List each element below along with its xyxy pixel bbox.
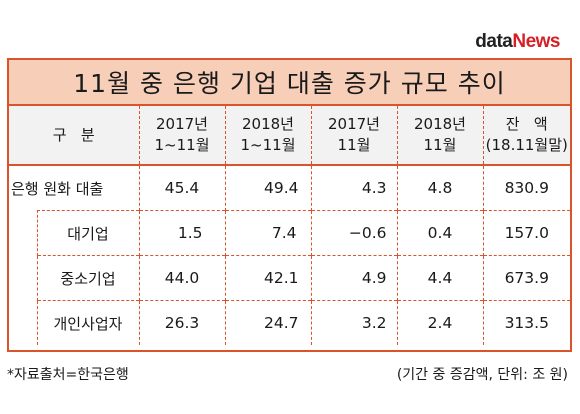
table-row: 은행 원화 대출 45.4 49.4 4.3 4.8 830.9 <box>9 166 570 211</box>
header-2017-jan-nov: 2017년 1~11월 <box>138 106 225 166</box>
cell-value: 24.7 <box>224 300 311 345</box>
source-note: *자료출처=한국은행 <box>7 367 129 383</box>
header-2018-jan-nov: 2018년 1~11월 <box>224 106 311 166</box>
loan-table-body: 은행 원화 대출 45.4 49.4 4.3 4.8 830.9 대기업 1.5… <box>9 166 570 345</box>
cell-value: 313.5 <box>482 300 570 345</box>
cell-value: 0.4 <box>396 210 483 256</box>
loan-table-panel: 11월 중 은행 기업 대출 증가 규모 추이 구 분 2017년 1~11월 2… <box>7 58 572 352</box>
cell-value: −0.6 <box>310 210 397 256</box>
cell-value: 4.3 <box>310 166 397 211</box>
cell-value: 1.5 <box>138 210 225 256</box>
row-label: 대기업 <box>36 210 139 256</box>
header-balance: 잔 액 (18.11월말) <box>482 106 570 166</box>
header-2018-nov: 2018년 11월 <box>396 106 483 166</box>
cell-value: 2.4 <box>396 300 483 345</box>
cell-value: 4.8 <box>396 166 483 211</box>
cell-value: 45.4 <box>138 166 225 211</box>
table-row: 중소기업 44.0 42.1 4.9 4.4 673.9 <box>9 255 570 301</box>
header-row: 구 분 2017년 1~11월 2018년 1~11월 2017년 11월 2018년… <box>9 106 570 166</box>
cell-value: 44.0 <box>138 255 225 301</box>
row-label: 중소기업 <box>36 255 139 301</box>
cell-value: 49.4 <box>224 166 311 211</box>
cell-value: 157.0 <box>482 210 570 256</box>
row-label: 은행 원화 대출 <box>11 179 104 198</box>
header-category: 구 분 <box>9 106 139 166</box>
table-row: 대기업 1.5 7.4 −0.6 0.4 157.0 <box>9 210 570 256</box>
cell-value: 3.2 <box>310 300 397 345</box>
row-label: 개인사업자 <box>36 300 139 345</box>
header-2017-nov: 2017년 11월 <box>310 106 397 166</box>
datanews-logo: dataNews <box>475 31 560 52</box>
cell-value: 42.1 <box>224 255 311 301</box>
cell-value: 4.9 <box>310 255 397 301</box>
unit-note: (기간 중 증감액, 단위: 조 원) <box>396 367 568 383</box>
cell-value: 830.9 <box>482 166 570 211</box>
loan-table: 구 분 2017년 1~11월 2018년 1~11월 2017년 11월 2018년… <box>9 106 570 166</box>
cell-value: 673.9 <box>482 255 570 301</box>
table-row: 개인사업자 26.3 24.7 3.2 2.4 313.5 <box>9 300 570 345</box>
cell-value: 26.3 <box>138 300 225 345</box>
table-title: 11월 중 은행 기업 대출 증가 규모 추이 <box>9 60 570 106</box>
cell-value: 4.4 <box>396 255 483 301</box>
cell-value: 7.4 <box>224 210 311 256</box>
